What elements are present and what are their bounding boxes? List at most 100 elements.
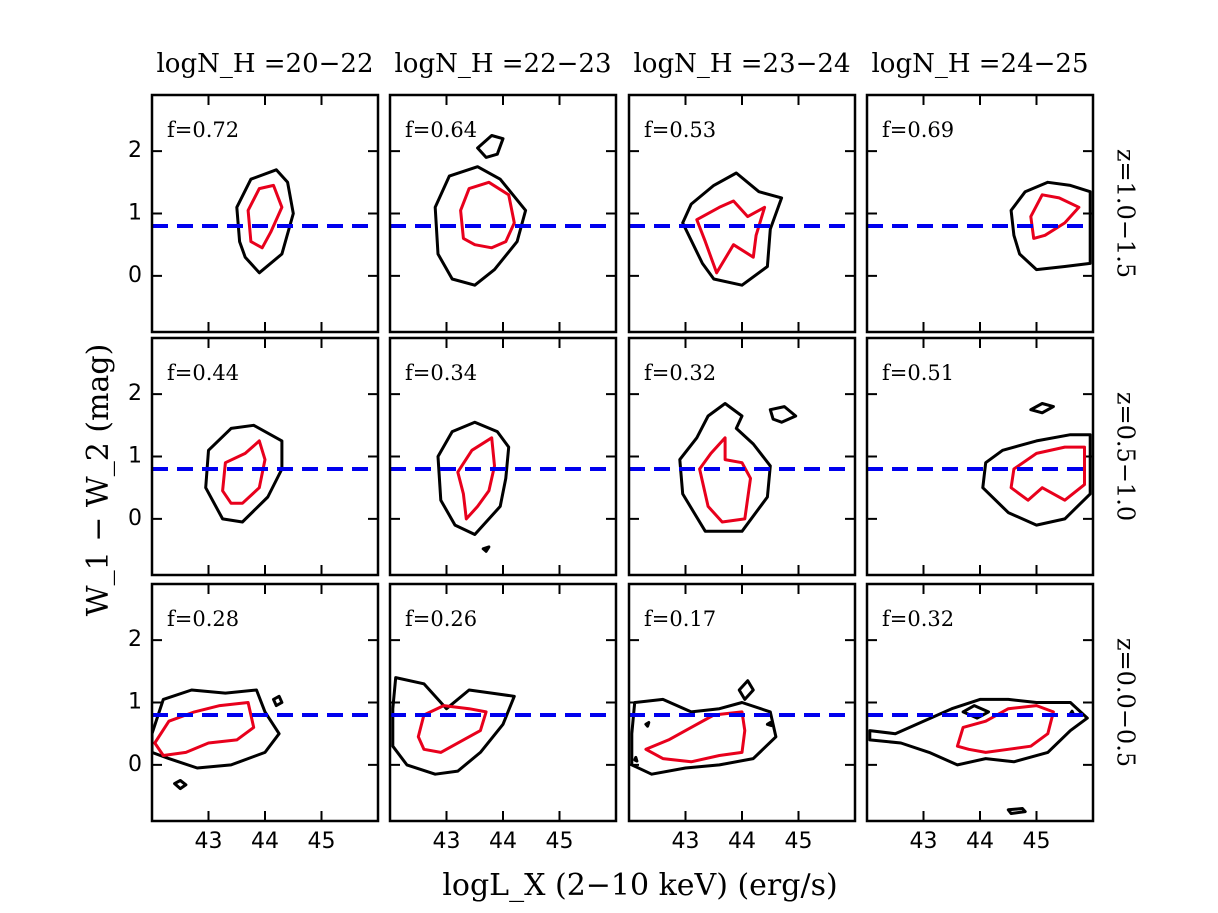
x-tick-label: 43 xyxy=(910,829,938,854)
y-tick-label: 0 xyxy=(128,752,142,777)
inner-contour xyxy=(459,180,516,250)
fraction-label: f=0.51 xyxy=(882,361,954,385)
y-tick-label: 2 xyxy=(128,138,142,163)
fraction-label: f=0.72 xyxy=(167,118,239,142)
outer-contour xyxy=(678,402,772,533)
fraction-label: f=0.53 xyxy=(644,118,716,142)
fraction-label: f=0.28 xyxy=(167,607,239,631)
inner-contour xyxy=(153,701,256,757)
fraction-label: f=0.32 xyxy=(644,361,716,385)
inner-contour xyxy=(456,436,496,521)
row-title: z=1.0−1.5 xyxy=(1112,149,1140,278)
column-title: logN_H =23−24 xyxy=(633,49,850,79)
contour-island xyxy=(481,545,491,553)
outer-contour xyxy=(436,420,511,536)
contour-island xyxy=(768,405,798,424)
fraction-label: f=0.44 xyxy=(167,361,239,385)
outer-contour xyxy=(152,688,281,770)
inner-contour xyxy=(246,183,284,250)
contour-group xyxy=(391,676,516,776)
outer-contour xyxy=(391,676,516,776)
contour-group xyxy=(678,402,798,533)
contour-group xyxy=(204,423,284,524)
contour-group xyxy=(152,688,284,791)
x-tick-label: 44 xyxy=(966,829,994,854)
contour-island xyxy=(1006,807,1027,815)
contour-group xyxy=(630,679,778,776)
contour-group xyxy=(981,402,1092,527)
contour-group xyxy=(681,171,784,287)
outer-contour xyxy=(630,697,778,776)
contour-island xyxy=(173,779,188,791)
panel-frame xyxy=(627,582,857,823)
contour-island xyxy=(644,721,651,728)
fraction-label: f=0.26 xyxy=(405,607,477,631)
y-tick-label: 1 xyxy=(128,444,142,469)
contour-island xyxy=(1029,402,1055,415)
x-axis-label: logL_X (2−10 keV) (erg/s) xyxy=(442,868,837,903)
inner-contour xyxy=(416,704,488,754)
x-tick-label: 43 xyxy=(433,829,461,854)
panel-frame xyxy=(865,336,1095,577)
panel-frame xyxy=(150,336,380,577)
contour-group xyxy=(235,168,295,275)
x-tick-label: 43 xyxy=(672,829,700,854)
x-tick-label: 45 xyxy=(546,829,574,854)
row-title: z=0.5−1.0 xyxy=(1112,392,1140,521)
inner-contour xyxy=(1029,193,1081,240)
contour-group xyxy=(1009,180,1092,272)
outer-contour xyxy=(235,168,295,275)
row-title: z=0.0−0.5 xyxy=(1112,638,1140,767)
panel-frame xyxy=(388,93,618,334)
panel-frame xyxy=(388,336,618,577)
y-tick-label: 0 xyxy=(128,263,142,288)
contour-island xyxy=(765,721,773,728)
panel: 43 44 45 f=0.26 xyxy=(388,582,618,854)
inner-contour xyxy=(698,436,752,524)
panel: f=0.34 xyxy=(388,336,618,577)
panel: f=0.64 xyxy=(388,93,618,334)
panel-frame xyxy=(150,93,380,334)
y-tick-label: 1 xyxy=(128,690,142,715)
panel-frame xyxy=(627,93,857,334)
column-title: logN_H =20−22 xyxy=(156,49,373,79)
column-title: logN_H =24−25 xyxy=(871,49,1088,79)
outer-contour xyxy=(204,423,284,524)
contour-island xyxy=(737,679,755,701)
x-tick-label: 43 xyxy=(195,829,223,854)
panel: f=0.69 xyxy=(865,93,1095,334)
contour-group xyxy=(433,134,528,287)
x-tick-label: 44 xyxy=(728,829,756,854)
panel: f=0.32 xyxy=(627,336,857,577)
fraction-label: f=0.17 xyxy=(644,607,716,631)
panel: 43 44 45 f=0.17 xyxy=(627,582,857,854)
outer-contour xyxy=(681,171,784,287)
x-tick-label: 44 xyxy=(251,829,279,854)
contour-island xyxy=(633,755,639,763)
panel: 43 44 45 f=0.32 xyxy=(865,582,1095,854)
x-tick-label: 45 xyxy=(1023,829,1051,854)
panel-frame xyxy=(388,582,618,823)
fraction-label: f=0.64 xyxy=(405,118,477,142)
fraction-label: f=0.69 xyxy=(882,118,954,142)
x-tick-label: 45 xyxy=(308,829,336,854)
panel-frame xyxy=(150,582,380,823)
fraction-label: f=0.34 xyxy=(405,361,477,385)
x-tick-label: 45 xyxy=(785,829,813,854)
outer-contour xyxy=(868,697,1089,767)
y-tick-label: 2 xyxy=(128,381,142,406)
contour-group xyxy=(436,420,511,553)
x-tick-label: 44 xyxy=(489,829,517,854)
inner-contour xyxy=(644,710,747,764)
inner-contour xyxy=(955,704,1055,754)
inner-contour xyxy=(221,439,267,505)
outer-contour xyxy=(1009,180,1092,272)
fraction-label: f=0.32 xyxy=(882,607,954,631)
outer-contour xyxy=(433,165,528,287)
y-tick-label: 1 xyxy=(128,201,142,226)
panel: 0 1 2 f=0.44 xyxy=(128,336,380,577)
contour-island xyxy=(476,134,505,159)
y-tick-label: 2 xyxy=(128,627,142,652)
panel: f=0.51 xyxy=(865,336,1095,577)
